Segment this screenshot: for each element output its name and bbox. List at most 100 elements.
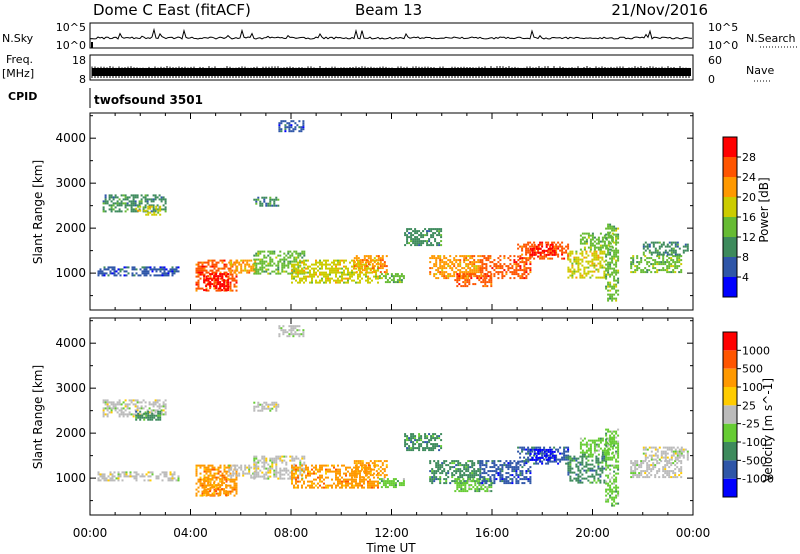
data-cell [611, 293, 614, 296]
data-cell [581, 258, 584, 261]
data-cell [613, 293, 616, 296]
data-cell [379, 460, 382, 463]
data-cell [141, 414, 144, 417]
data-cell [147, 475, 150, 478]
data-cell [285, 455, 288, 458]
data-cell [589, 248, 592, 251]
data-cell [571, 250, 574, 253]
data-cell [632, 259, 635, 262]
data-cell [388, 482, 391, 485]
data-cell [213, 283, 216, 286]
data-cell [159, 205, 162, 208]
data-cell [672, 259, 675, 262]
data-cell [282, 120, 285, 123]
data-cell [553, 245, 556, 248]
data-cell [163, 473, 166, 476]
data-cell [363, 269, 366, 272]
data-cell [447, 263, 450, 266]
data-cell [603, 236, 606, 239]
data-cell [439, 478, 442, 481]
data-cell [428, 433, 431, 436]
data-cell [367, 279, 369, 282]
data-cell [302, 329, 305, 332]
data-cell [430, 447, 433, 450]
data-cell [355, 462, 358, 465]
data-cell [134, 202, 137, 205]
data-cell [365, 279, 367, 282]
data-cell [466, 490, 469, 493]
data-cell [434, 443, 437, 446]
data-cell [126, 407, 129, 410]
data-cell [615, 229, 618, 232]
data-cell [246, 263, 249, 266]
data-cell [553, 249, 556, 252]
data-cell [365, 273, 367, 276]
data-cell [678, 255, 681, 258]
data-cell [335, 476, 337, 479]
data-cell [253, 477, 256, 480]
data-cell [567, 461, 570, 464]
data-cell [377, 265, 379, 268]
data-cell [412, 234, 415, 237]
data-cell [231, 486, 234, 489]
data-cell [466, 281, 469, 284]
data-cell [341, 273, 343, 276]
data-cell [593, 248, 596, 251]
data-cell [240, 464, 243, 467]
data-cell [171, 479, 174, 482]
data-cell [539, 255, 542, 258]
data-cell [424, 433, 427, 436]
data-cell [587, 266, 590, 269]
data-cell [285, 463, 288, 466]
data-cell [551, 251, 554, 254]
data-cell [106, 401, 109, 404]
data-cell [509, 271, 512, 274]
data-cell [167, 270, 170, 273]
data-cell [431, 476, 434, 479]
data-cell [240, 271, 243, 274]
data-cell [103, 475, 106, 478]
data-cell [431, 480, 434, 483]
data-cell [221, 267, 224, 270]
data-cell [219, 275, 222, 278]
data-cell [265, 256, 268, 259]
data-cell [161, 274, 164, 277]
data-cell [379, 263, 382, 266]
data-cell [288, 126, 291, 129]
data-cell [551, 245, 554, 248]
data-cell [589, 455, 592, 458]
data-cell [263, 477, 266, 480]
data-cell [605, 277, 608, 280]
data-cell [402, 275, 405, 278]
data-cell [445, 460, 448, 463]
data-cell [229, 285, 232, 288]
data-cell [654, 263, 657, 266]
data-cell [114, 210, 117, 213]
data-cell [197, 279, 200, 282]
data-cell [541, 249, 544, 252]
data-cell [293, 271, 295, 274]
data-cell [581, 455, 584, 458]
data-cell [613, 253, 616, 256]
data-cell [235, 472, 238, 475]
data-cell [138, 401, 141, 404]
data-cell [525, 478, 528, 481]
data-cell [291, 263, 293, 266]
data-cell [662, 257, 665, 260]
data-cell [235, 486, 238, 489]
data-cell [611, 227, 614, 230]
data-cell [293, 457, 296, 460]
data-cell [257, 258, 260, 261]
data-cell [197, 281, 200, 284]
data-cell [261, 266, 264, 269]
data-cell [365, 259, 368, 262]
data-cell [597, 479, 600, 482]
data-cell [513, 271, 516, 274]
data-cell [217, 261, 220, 264]
data-cell [225, 285, 228, 288]
data-cell [561, 458, 564, 461]
data-cell [126, 405, 129, 408]
data-cell [221, 478, 224, 481]
data-cell [101, 270, 104, 273]
data-cell [337, 259, 339, 262]
